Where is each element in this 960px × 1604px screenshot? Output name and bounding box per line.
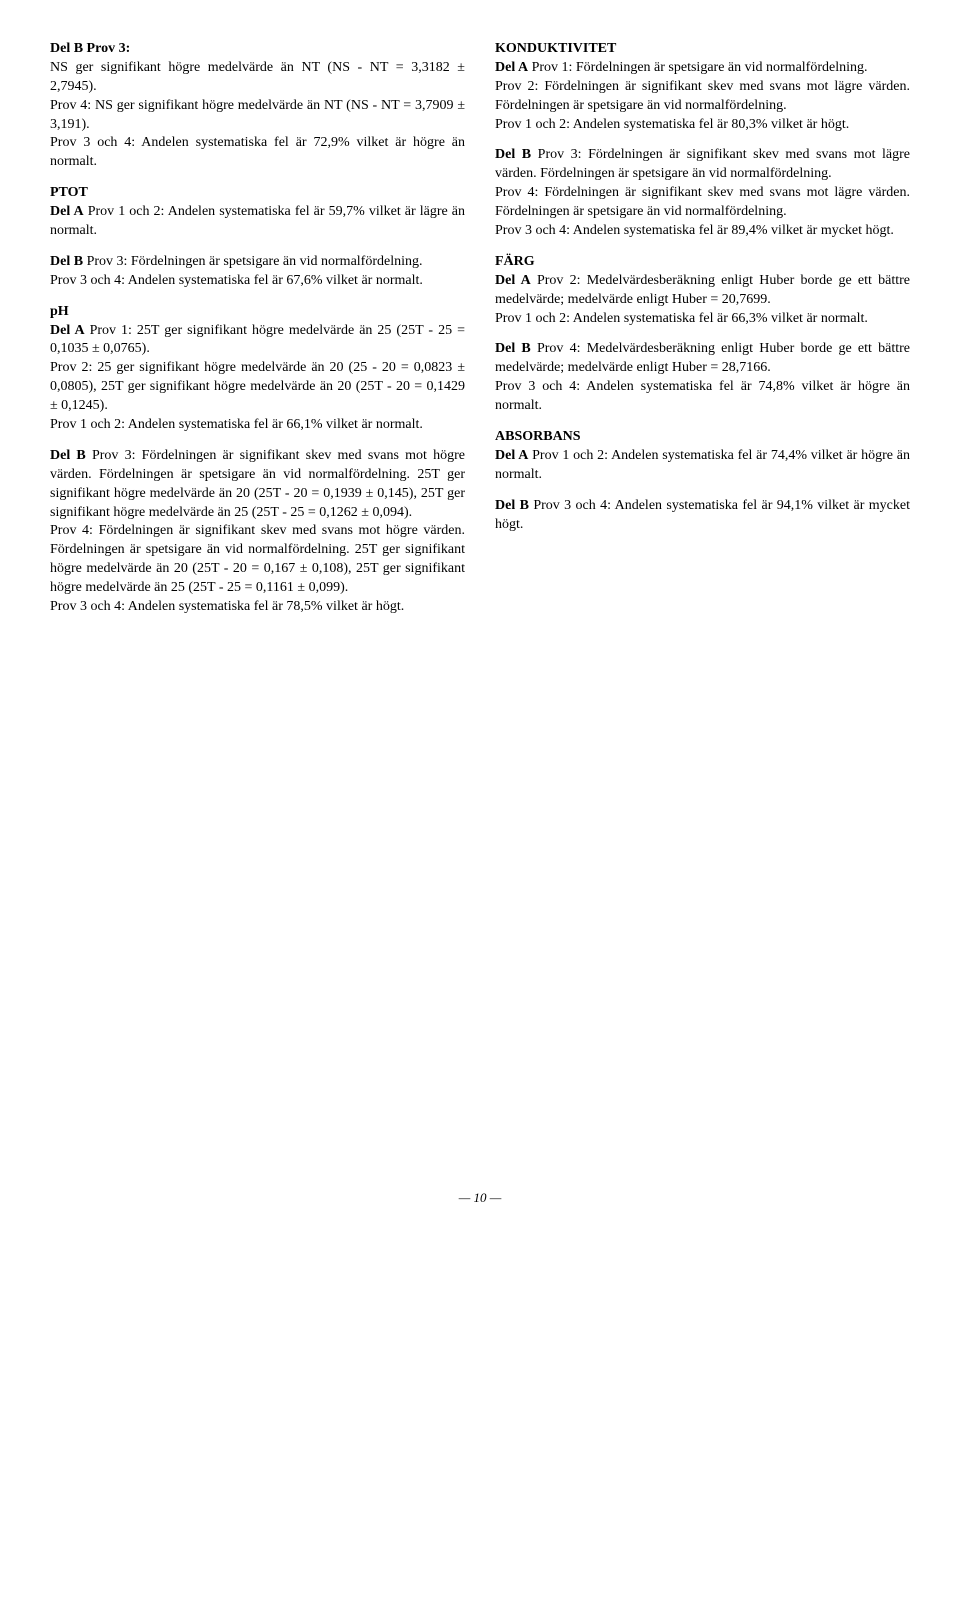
left-column: Del B Prov 3: NS ger signifikant högre m…: [50, 40, 465, 629]
kond-delb-block: Del B Prov 3: Fördelningen är signifikan…: [495, 146, 910, 240]
farg-heading: FÄRG: [495, 254, 535, 269]
abs-dela-block: ABSORBANS Del A Prov 1 och 2: Andelen sy…: [495, 428, 910, 485]
ptot-delb-text: Prov 3: Fördelningen är spetsigare än vi…: [83, 254, 422, 269]
farg-delb-lead: Del B: [495, 341, 531, 356]
abs-heading: ABSORBANS: [495, 429, 581, 444]
prov34-text: Prov 3 och 4: Andelen systematiska fel ä…: [50, 135, 465, 169]
delb-prov3-block: Del B Prov 3: NS ger signifikant högre m…: [50, 40, 465, 172]
farg-delb-block: Del B Prov 4: Medelvärdesberäkning enlig…: [495, 340, 910, 416]
ph-delb-block: Del B Prov 3: Fördelningen är signifikan…: [50, 447, 465, 617]
ph-delb-text2: Prov 4: Fördelningen är signifikant skev…: [50, 523, 465, 595]
farg-dela-block: FÄRG Del A Prov 2: Medelvärdesberäkning …: [495, 253, 910, 329]
farg-dela-lead: Del A: [495, 273, 531, 288]
ptot-delb-block: Del B Prov 3: Fördelningen är spetsigare…: [50, 253, 465, 291]
kond-heading: KONDUKTIVITET: [495, 41, 616, 56]
ph-dela-text2: Prov 2: 25 ger signifikant högre medelvä…: [50, 360, 465, 413]
ptot-dela-text: Prov 1 och 2: Andelen systematiska fel ä…: [50, 204, 465, 238]
kond-delb-text: Prov 3: Fördelningen är signifikant skev…: [495, 147, 910, 181]
abs-dela-text: Prov 1 och 2: Andelen systematiska fel ä…: [495, 448, 910, 482]
abs-delb-lead: Del B: [495, 498, 529, 513]
ph-delb-text3: Prov 3 och 4: Andelen systematiska fel ä…: [50, 599, 404, 614]
kond-delb-text3: Prov 3 och 4: Andelen systematiska fel ä…: [495, 223, 894, 238]
kond-dela-text: Prov 1: Fördelningen är spetsigare än vi…: [528, 60, 867, 75]
ph-dela-text: Prov 1: 25T ger signifikant högre medelv…: [50, 323, 465, 357]
ptot-block: PTOT Del A Prov 1 och 2: Andelen systema…: [50, 184, 465, 241]
prov4-text: Prov 4: NS ger signifikant högre medelvä…: [50, 98, 465, 132]
kond-dela-lead: Del A: [495, 60, 528, 75]
farg-delb-text: Prov 4: Medelvärdesberäkning enligt Hube…: [495, 341, 910, 375]
ph-dela-lead: Del A: [50, 323, 85, 338]
ptot-heading: PTOT: [50, 185, 88, 200]
kond-delb-text2: Prov 4: Fördelningen är signifikant skev…: [495, 185, 910, 219]
ptot-dela-lead: Del A: [50, 204, 84, 219]
ph-delb-lead: Del B: [50, 448, 86, 463]
two-column-layout: Del B Prov 3: NS ger signifikant högre m…: [50, 40, 910, 629]
right-column: KONDUKTIVITET Del A Prov 1: Fördelningen…: [495, 40, 910, 629]
kond-delb-lead: Del B: [495, 147, 531, 162]
delb-prov3-text: NS ger signifikant högre medelvärde än N…: [50, 60, 465, 94]
farg-dela-text: Prov 2: Medelvärdesberäkning enligt Hube…: [495, 273, 910, 307]
kond-dela-text2: Prov 2: Fördelningen är signifikant skev…: [495, 79, 910, 113]
ph-dela-block: pH Del A Prov 1: 25T ger signifikant hög…: [50, 303, 465, 435]
kond-dela-text3: Prov 1 och 2: Andelen systematiska fel ä…: [495, 117, 849, 132]
abs-delb-text: Prov 3 och 4: Andelen systematiska fel ä…: [495, 498, 910, 532]
kond-dela-block: KONDUKTIVITET Del A Prov 1: Fördelningen…: [495, 40, 910, 134]
ptot-delb-text2: Prov 3 och 4: Andelen systematiska fel ä…: [50, 273, 423, 288]
ptot-delb-lead: Del B: [50, 254, 83, 269]
page-number: — 10 —: [50, 1189, 910, 1207]
farg-delb-text2: Prov 3 och 4: Andelen systematiska fel ä…: [495, 379, 910, 413]
abs-delb-block: Del B Prov 3 och 4: Andelen systematiska…: [495, 497, 910, 535]
ph-heading: pH: [50, 304, 69, 319]
ph-dela-text3: Prov 1 och 2: Andelen systematiska fel ä…: [50, 417, 423, 432]
ph-delb-text: Prov 3: Fördelningen är signifikant skev…: [50, 448, 465, 520]
delb-prov3-lead: Del B Prov 3:: [50, 41, 130, 56]
farg-dela-text2: Prov 1 och 2: Andelen systematiska fel ä…: [495, 311, 868, 326]
abs-dela-lead: Del A: [495, 448, 528, 463]
